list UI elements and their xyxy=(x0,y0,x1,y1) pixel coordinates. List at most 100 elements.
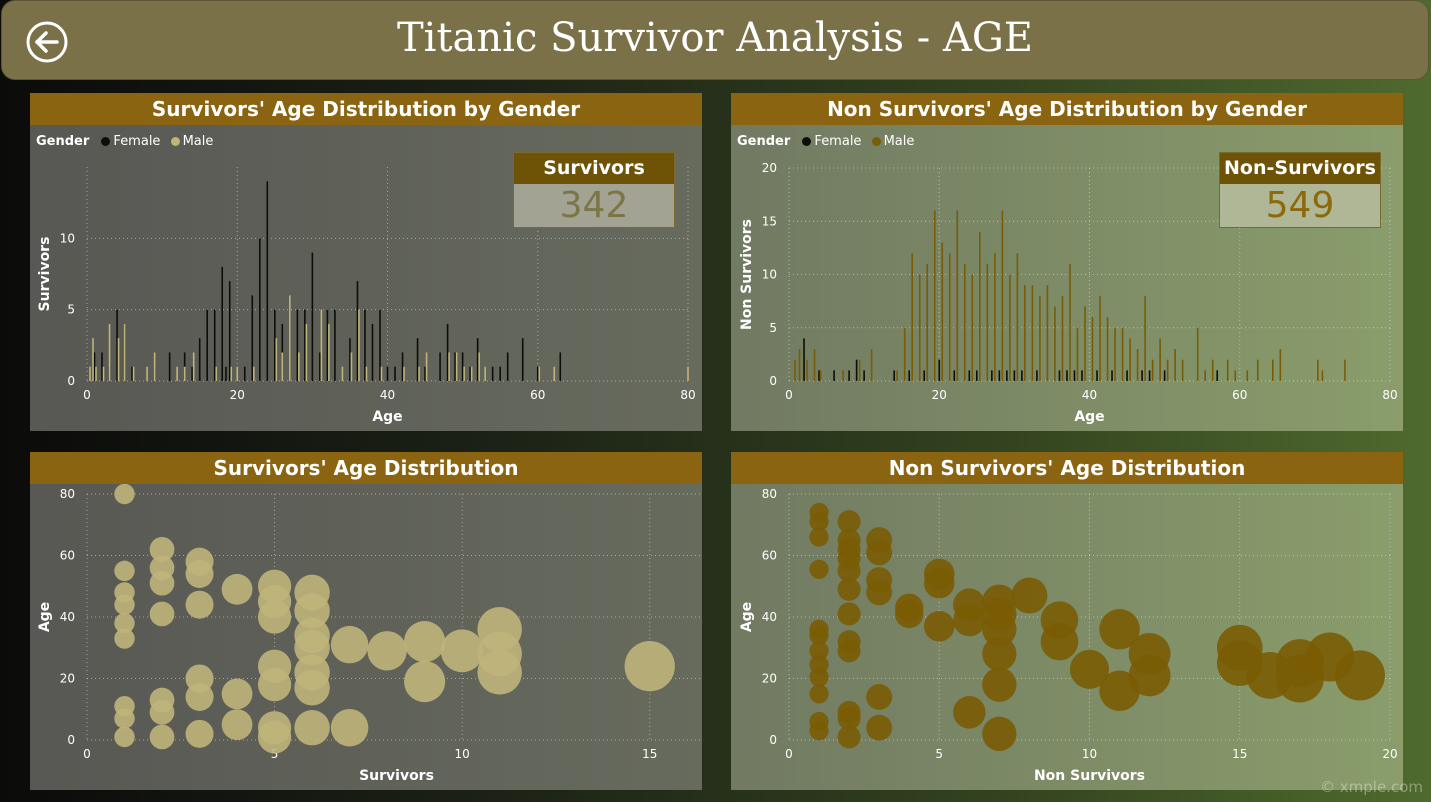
bubble xyxy=(866,539,893,566)
bar xyxy=(870,349,873,381)
bar xyxy=(818,370,820,381)
bubble xyxy=(185,559,214,588)
y-axis-title: Age xyxy=(739,602,755,632)
legend-male[interactable]: Male xyxy=(883,134,915,149)
bar xyxy=(1126,370,1128,381)
bar xyxy=(976,370,978,381)
x-tick-label: 15 xyxy=(1232,747,1247,761)
bar xyxy=(499,366,501,381)
bar xyxy=(251,295,254,381)
bar xyxy=(1211,359,1214,381)
bubble xyxy=(953,603,986,637)
page-title: Titanic Survivor Analysis - AGE xyxy=(397,15,1033,61)
bar xyxy=(938,359,941,381)
bar xyxy=(258,238,261,381)
legend-female[interactable]: Female xyxy=(814,134,862,149)
x-tick-label: 80 xyxy=(1382,388,1397,402)
bar xyxy=(858,359,861,381)
bar xyxy=(448,352,450,381)
x-tick-label: 40 xyxy=(1082,388,1097,402)
bar xyxy=(92,338,94,381)
bar xyxy=(1069,263,1071,381)
bubble xyxy=(923,610,955,642)
bar xyxy=(341,366,344,381)
y-tick-label: 20 xyxy=(762,672,777,686)
bar xyxy=(1046,285,1049,381)
bar xyxy=(401,352,404,381)
bar xyxy=(979,231,981,381)
bar xyxy=(903,327,906,381)
bar xyxy=(1039,295,1041,381)
bubble xyxy=(1040,622,1079,661)
bar xyxy=(1246,370,1249,381)
y-tick-label: 60 xyxy=(60,549,75,563)
bubble xyxy=(837,639,861,663)
bar xyxy=(484,366,486,381)
series-female xyxy=(93,181,562,381)
x-tick-label: 20 xyxy=(932,388,947,402)
bar xyxy=(469,366,471,381)
bar xyxy=(439,352,441,381)
bar xyxy=(93,352,96,381)
bar xyxy=(349,338,351,381)
bar xyxy=(1058,370,1061,381)
legend-male[interactable]: Male xyxy=(182,134,214,149)
bar xyxy=(1091,317,1094,381)
bar xyxy=(1159,338,1161,381)
bar xyxy=(476,338,479,381)
y-tick-label: 80 xyxy=(60,487,75,501)
bar xyxy=(478,352,480,381)
card-label: Survivors xyxy=(514,153,674,184)
bar xyxy=(298,352,300,381)
x-tick-label: 0 xyxy=(785,747,793,761)
y-tick-label: 0 xyxy=(769,374,777,388)
panel-body: 0 5 10 15 0 20 40 60 80 Survivors Age xyxy=(30,484,702,790)
bubble xyxy=(330,625,369,664)
y-axis-title: Non Survivors xyxy=(739,219,755,330)
y-tick-label: 20 xyxy=(60,672,75,686)
bar xyxy=(1013,370,1016,381)
x-tick-label: 0 xyxy=(83,747,91,761)
bar xyxy=(101,352,103,381)
bubble xyxy=(221,678,253,710)
bar xyxy=(394,366,396,381)
bar xyxy=(206,309,208,381)
bubble xyxy=(185,719,214,748)
bubble xyxy=(837,510,861,534)
bar xyxy=(230,366,233,381)
bubble xyxy=(809,625,829,646)
bar xyxy=(1111,370,1113,381)
chart-legend: Gender Female Male xyxy=(36,134,217,149)
bubble xyxy=(477,650,522,695)
bar xyxy=(553,366,556,381)
legend-female[interactable]: Female xyxy=(113,134,161,149)
bubble xyxy=(809,527,829,547)
bar xyxy=(833,370,835,381)
bar xyxy=(95,366,97,381)
bubble xyxy=(330,708,369,747)
bubble xyxy=(982,667,1017,702)
legend-title: Gender xyxy=(36,134,90,149)
bubble xyxy=(809,641,829,661)
bubble xyxy=(953,696,986,729)
x-tick-label: 5 xyxy=(935,747,943,761)
panel-title: Non Survivors' Age Distribution by Gende… xyxy=(731,93,1403,125)
bar xyxy=(1163,370,1166,381)
bubble xyxy=(294,630,330,666)
bar xyxy=(416,338,419,381)
bubble xyxy=(294,669,330,706)
bar xyxy=(956,210,959,381)
back-button[interactable] xyxy=(25,20,69,64)
legend-title: Gender xyxy=(737,134,791,149)
bar xyxy=(132,366,135,381)
bubble xyxy=(837,706,861,730)
y-tick-label: 0 xyxy=(67,733,75,747)
axes: 0 5 10 15 0 20 40 60 80 Survivors Age xyxy=(37,487,702,784)
bar xyxy=(842,370,844,381)
bubble xyxy=(367,631,407,671)
panel-body: 0 20 40 60 80 0 5 10 15 20 Age Non Survivors Gender… xyxy=(731,125,1403,431)
bubble xyxy=(837,725,861,749)
bar xyxy=(798,349,801,381)
bubble xyxy=(114,594,135,615)
bar xyxy=(228,281,231,381)
